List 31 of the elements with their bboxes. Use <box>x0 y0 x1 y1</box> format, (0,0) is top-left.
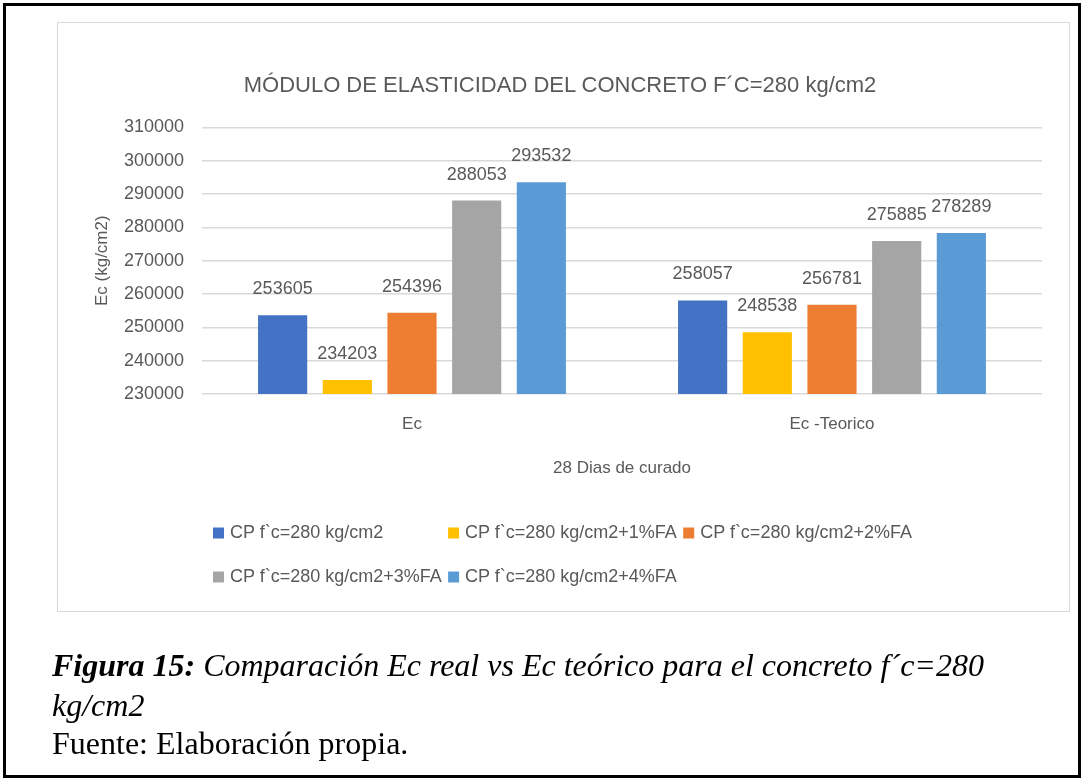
x-axis-title: 28 Dias de curado <box>553 458 691 478</box>
data-label: 275885 <box>866 204 927 225</box>
x-tick-label: Ec <box>402 413 423 433</box>
legend-label: CP f`c=280 kg/cm2+3%FA <box>230 565 442 586</box>
y-tick-label: 300000 <box>123 149 184 170</box>
y-tick-label: 290000 <box>123 183 184 204</box>
legend-label: CP f`c=280 kg/cm2+2%FA <box>700 521 912 542</box>
data-label: 258057 <box>672 263 733 284</box>
y-tick-label: 270000 <box>123 249 184 270</box>
data-label: 288053 <box>446 163 507 184</box>
data-label: 293532 <box>511 145 572 166</box>
y-tick-label: 240000 <box>123 349 184 370</box>
chart-title: MÓDULO DE ELASTICIDAD DEL CONCRETO F´C=280 kg/cm2 <box>243 72 877 98</box>
legend-label: CP f`c=280 kg/cm2+1%FA <box>465 521 677 542</box>
source-note: Fuente: Elaboración propia. <box>52 725 410 761</box>
y-tick-label: 260000 <box>123 282 184 303</box>
x-tick-label: Ec -Teorico <box>789 413 875 433</box>
data-label: 256781 <box>801 267 863 288</box>
y-tick-label: 250000 <box>123 316 184 337</box>
data-label: 253605 <box>252 278 313 299</box>
data-label: 234203 <box>317 342 378 363</box>
data-label: 278289 <box>931 196 992 217</box>
data-label: 248538 <box>737 295 798 316</box>
legend-label: CP f`c=280 kg/cm2+4%FA <box>465 565 677 586</box>
legend-label: CP f`c=280 kg/cm2 <box>230 521 384 542</box>
y-tick-label: 230000 <box>123 382 184 403</box>
text: Figura 15: Comparación Ec real vs Ec teórico para el concreto f´c=280 kg/cm2 <box>52 647 984 723</box>
data-label: 254396 <box>381 275 443 296</box>
y-tick-label: 280000 <box>123 216 184 237</box>
y-axis-title: Ec (kg/cm2) <box>91 215 111 307</box>
y-tick-label: 310000 <box>123 116 184 137</box>
